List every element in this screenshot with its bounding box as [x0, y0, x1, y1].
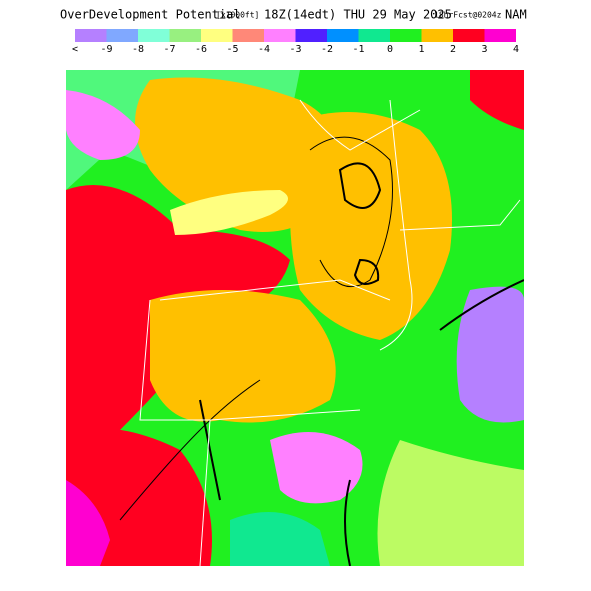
colorbar-label: -8 — [132, 44, 144, 55]
colorbar: < -9 -8 -7 -6 -5 -4 -3 -2 -1 0 1 2 3 4 — [72, 29, 519, 55]
field-area — [135, 77, 340, 232]
colorbar-swatch — [75, 29, 107, 42]
forecast: 18hrFcst@0204z — [434, 11, 502, 20]
field-area — [270, 432, 363, 504]
colorbar-swatch — [264, 29, 296, 42]
boundaries — [139, 99, 521, 566]
colorbar-label: -4 — [258, 44, 270, 55]
colorbar-label: -6 — [195, 44, 207, 55]
field-area — [230, 512, 330, 566]
field-area — [66, 480, 110, 566]
lake — [170, 190, 288, 235]
colorbar-label: -9 — [100, 44, 112, 55]
model: NAM — [505, 8, 527, 22]
map — [66, 70, 524, 566]
colorbar-swatch — [484, 29, 516, 42]
colorbar-label: -5 — [226, 44, 238, 55]
colorbar-label: -1 — [352, 44, 364, 55]
colorbar-swatch — [232, 29, 264, 42]
colorbar-label: 2 — [450, 44, 456, 55]
field-area — [150, 290, 336, 423]
field-area — [290, 112, 452, 340]
colorbar-label: -3 — [289, 44, 301, 55]
title: OverDevelopment Potential — [60, 8, 241, 22]
colorbar-swatch — [201, 29, 233, 42]
colorbar-swatch — [453, 29, 485, 42]
colorbar-swatch — [390, 29, 422, 42]
colorbar-swatch — [106, 29, 138, 42]
colorbar-swatch — [421, 29, 453, 42]
ocean-area — [456, 286, 524, 423]
colorbar-swatch — [327, 29, 359, 42]
colorbar-swatch — [358, 29, 390, 42]
valid-time: 18Z(14edt) THU 29 May 2025 — [264, 8, 452, 22]
colorbar-swatch — [295, 29, 327, 42]
colorbar-label: 4 — [513, 44, 519, 55]
units: [x1000ft] — [216, 11, 259, 20]
colorbar-label: < — [72, 44, 78, 55]
colorbar-label: 1 — [418, 44, 424, 55]
colorbar-label: 3 — [481, 44, 487, 55]
colorbar-label: -7 — [163, 44, 175, 55]
colorbar-label: 0 — [387, 44, 393, 55]
colorbar-swatch — [169, 29, 201, 42]
contours — [119, 136, 524, 566]
field-area — [66, 90, 140, 160]
colorbar-swatch — [138, 29, 170, 42]
ocean-area — [377, 440, 524, 566]
colorbar-label: -2 — [321, 44, 333, 55]
field-area — [470, 70, 524, 130]
